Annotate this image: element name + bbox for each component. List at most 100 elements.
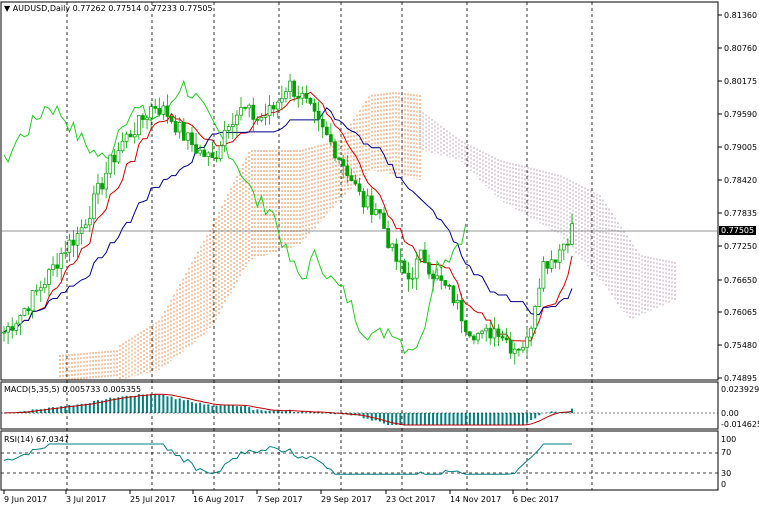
candle	[10, 317, 15, 339]
candle	[132, 122, 137, 144]
candle	[329, 123, 333, 147]
candle	[67, 233, 72, 262]
candle	[202, 145, 207, 157]
candle	[304, 85, 309, 104]
macd-tick-label: -0.014625	[721, 420, 759, 429]
candle	[435, 268, 440, 281]
candle	[34, 284, 39, 296]
candle	[500, 330, 505, 342]
candle	[320, 113, 325, 139]
indicator-lines	[3, 79, 573, 355]
candle	[128, 129, 133, 138]
candle	[83, 219, 88, 229]
candle	[124, 131, 129, 149]
candle	[210, 141, 215, 159]
symbol-timeframe: AUDUSD,Daily	[12, 4, 71, 13]
candle	[206, 151, 211, 166]
candle	[296, 85, 301, 108]
rsi-tick-label: 70	[721, 448, 731, 457]
candle	[141, 113, 145, 129]
price-tick-label: 0.79005	[724, 143, 757, 152]
candle	[308, 97, 313, 106]
candle	[333, 138, 337, 161]
candle	[280, 85, 284, 111]
ohlc-values: 0.77262 0.77514 0.77233 0.77505	[72, 4, 213, 13]
candle	[251, 97, 256, 132]
candle	[267, 95, 272, 125]
candle	[235, 110, 239, 137]
candle	[75, 226, 80, 259]
time-tick-label: 7 Sep 2017	[257, 495, 303, 504]
candle	[186, 132, 190, 150]
candle	[410, 267, 415, 289]
macd-indicator: 0.023929 0.00 -0.014625	[1, 385, 759, 429]
price-tick-label: 0.81360	[724, 11, 757, 20]
candle	[349, 168, 354, 182]
candle	[226, 123, 231, 139]
candle	[394, 238, 399, 271]
candle	[561, 243, 566, 261]
candle	[529, 325, 533, 347]
candle	[496, 324, 501, 347]
candle	[537, 278, 542, 308]
candle	[566, 238, 570, 254]
candle	[341, 155, 346, 179]
candle	[512, 343, 517, 365]
candle	[63, 240, 68, 259]
candle	[324, 121, 329, 136]
rsi-tick-label: 0	[721, 480, 726, 489]
time-tick-label: 9 Jun 2017	[4, 495, 47, 504]
candle	[390, 242, 395, 252]
candle	[243, 106, 247, 111]
time-tick-label: 16 Aug 2017	[193, 495, 244, 504]
candle	[492, 317, 497, 347]
candle	[378, 209, 382, 220]
price-tick-label: 0.77835	[724, 209, 757, 218]
candle	[521, 341, 525, 353]
candle	[557, 244, 562, 270]
candle	[386, 220, 390, 249]
macd-tick-label: 0.00	[721, 409, 739, 418]
candle	[26, 306, 31, 315]
time-tick-label: 14 Nov 2017	[450, 495, 501, 504]
candle	[108, 154, 113, 178]
rsi-tick-label: 100	[721, 435, 736, 444]
rsi-indicator: 100 70 30 0	[1, 435, 736, 489]
candle	[284, 87, 288, 103]
candle	[96, 173, 100, 205]
candle	[427, 254, 431, 279]
candle	[6, 322, 10, 345]
candle	[145, 114, 149, 130]
rsi-line	[3, 443, 572, 475]
price-tick-label: 0.78420	[724, 176, 757, 185]
current-price-tag: 0.77505	[719, 226, 757, 235]
candle	[467, 330, 472, 338]
candle	[549, 250, 554, 273]
candle	[292, 79, 296, 102]
candle	[87, 206, 92, 233]
candle	[2, 326, 6, 342]
candle	[423, 242, 427, 264]
candle	[100, 177, 104, 195]
time-tick-label: 6 Dec 2017	[513, 495, 559, 504]
macd-tick-label: 0.023929	[721, 385, 759, 394]
cloud-bullish	[119, 92, 421, 380]
candle	[365, 188, 370, 210]
price-tick-label: 0.76065	[724, 308, 757, 317]
candle	[271, 101, 276, 117]
candle	[198, 144, 202, 156]
candle	[120, 132, 125, 153]
candle	[517, 347, 521, 357]
candle	[316, 101, 321, 132]
candle	[447, 283, 452, 291]
candle	[47, 268, 51, 297]
candle	[504, 327, 509, 344]
collapse-triangle-icon[interactable]: ▼	[4, 4, 11, 13]
candle	[431, 270, 435, 292]
time-tick-label: 29 Sep 2017	[321, 495, 372, 504]
candle	[230, 113, 235, 139]
candles	[2, 73, 574, 365]
candle	[275, 100, 280, 119]
